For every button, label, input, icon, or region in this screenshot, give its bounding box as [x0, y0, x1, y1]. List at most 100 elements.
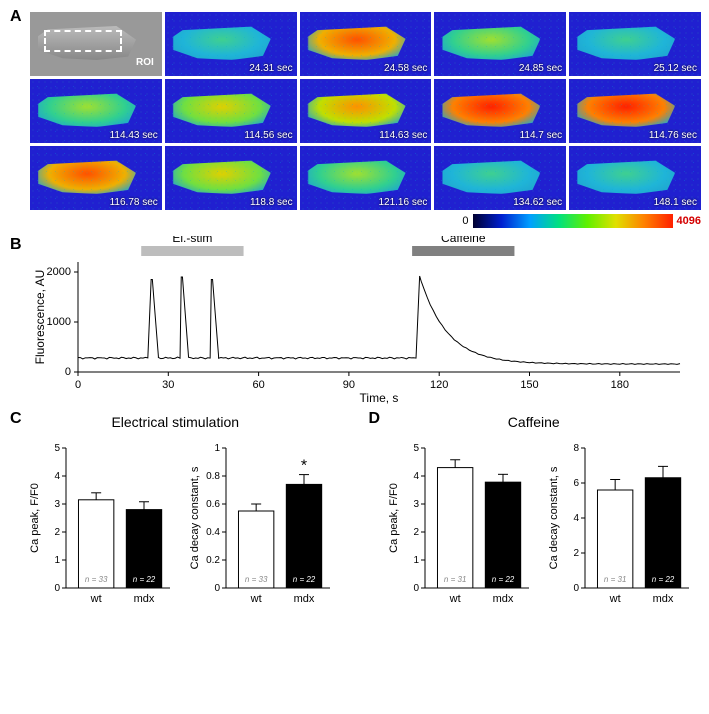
bar-xtick: wt — [90, 593, 102, 605]
ytick: 8 — [573, 443, 579, 454]
ytick: 1 — [413, 555, 419, 566]
heatmap-cell: 118.8 sec — [165, 146, 297, 210]
heatmap-timestamp: 24.31 sec — [249, 63, 292, 74]
panel-d-charts: 012345Ca peak, F/F0n = 31wtn = 22mdx0246… — [387, 434, 702, 614]
ytick: 2000 — [47, 266, 71, 278]
heatmap-timestamp: 114.43 sec — [110, 130, 158, 141]
heatmap-timestamp: 24.58 sec — [384, 63, 427, 74]
xtick: 150 — [520, 379, 538, 391]
stim-bar — [412, 246, 514, 256]
xtick: 90 — [343, 379, 355, 391]
bar — [286, 484, 321, 588]
panel-d-title: Caffeine — [367, 414, 702, 430]
bar-ylabel: Ca peak, F/F0 — [388, 483, 400, 553]
roi-cell: ROI — [30, 12, 162, 76]
panel-c: C Electrical stimulation 012345Ca peak, … — [8, 414, 343, 614]
panel-d: D Caffeine 012345Ca peak, F/F0n = 31wtn … — [367, 414, 702, 614]
bar-n: n = 22 — [491, 575, 514, 584]
ytick: 0 — [54, 583, 60, 594]
panel-c-d-row: C Electrical stimulation 012345Ca peak, … — [8, 414, 701, 614]
ytick: 4 — [573, 513, 579, 524]
ytick: 4 — [413, 471, 419, 482]
ytick: 0 — [65, 366, 71, 378]
panel-c-title: Electrical stimulation — [8, 414, 343, 430]
heatmap-cell: 114.56 sec — [165, 79, 297, 143]
ytick: 3 — [413, 499, 419, 510]
ytick: 1 — [214, 443, 220, 454]
ytick: 2 — [54, 527, 60, 538]
ytick: 2 — [413, 527, 419, 538]
ytick: 3 — [54, 499, 60, 510]
bar-n: n = 31 — [603, 575, 625, 584]
panel-b-label: B — [10, 236, 22, 254]
bar-xtick: mdx — [652, 593, 673, 605]
bar-n: n = 33 — [245, 575, 268, 584]
ylabel: Fluorescence, AU — [33, 270, 47, 365]
bar-xtick: wt — [250, 593, 262, 605]
heatmap-timestamp: 114.56 sec — [244, 130, 292, 141]
ytick: 0.8 — [206, 471, 220, 482]
ytick: 0.4 — [206, 527, 220, 538]
ytick: 6 — [573, 478, 579, 489]
heatmap-timestamp: 121.16 sec — [378, 197, 427, 208]
heatmap-cell: 114.76 sec — [569, 79, 701, 143]
bar — [437, 468, 472, 588]
xtick: 120 — [430, 379, 448, 391]
bar-chart: 012345Ca peak, F/F0n = 33wtn = 22mdx — [28, 434, 176, 614]
heatmap-timestamp: 25.12 sec — [654, 63, 697, 74]
bar — [485, 482, 520, 588]
colorbar-max: 4096 — [677, 215, 701, 227]
bar — [645, 478, 680, 588]
panel-a: A ROI 24.31 sec 24.58 sec 24.85 sec 25.12 se… — [8, 8, 701, 228]
ytick: 0 — [573, 583, 579, 594]
bar-ylabel: Ca decay constant, s — [548, 466, 560, 569]
stim-label: Caffeine — [441, 236, 486, 245]
heatmap-grid: ROI 24.31 sec 24.58 sec 24.85 sec 25.12 sec 1… — [30, 12, 701, 210]
panel-b-svg-holder: El.-stimCaffeine010002000030609012015018… — [30, 236, 701, 406]
bar-n: n = 33 — [85, 575, 108, 584]
heatmap-timestamp: 134.62 sec — [513, 197, 562, 208]
xtick: 180 — [611, 379, 629, 391]
heatmap-cell: 114.63 sec — [300, 79, 432, 143]
bar-xtick: wt — [448, 593, 460, 605]
xtick: 30 — [162, 379, 174, 391]
bar-xtick: mdx — [294, 593, 315, 605]
bar-chart: 012345Ca peak, F/F0n = 31wtn = 22mdx — [387, 434, 535, 614]
heatmap-cell: 114.43 sec — [30, 79, 162, 143]
xtick: 0 — [75, 379, 81, 391]
ytick: 1 — [54, 555, 60, 566]
bar-ylabel: Ca decay constant, s — [189, 466, 201, 569]
stim-label: El.-stim — [172, 236, 212, 245]
colorbar-min: 0 — [462, 215, 468, 227]
bar-n: n = 22 — [133, 575, 156, 584]
bar-n: n = 22 — [293, 575, 316, 584]
ytick: 2 — [573, 548, 579, 559]
ytick: 0 — [413, 583, 419, 594]
bar-n: n = 31 — [443, 575, 465, 584]
heatmap-cell: 24.85 sec — [434, 12, 566, 76]
panel-a-label: A — [10, 8, 22, 26]
heatmap-timestamp: 24.85 sec — [519, 63, 562, 74]
panel-b: B El.-stimCaffeine0100020000306090120150… — [8, 236, 701, 406]
ytick: 0.2 — [206, 555, 220, 566]
ytick: 0.6 — [206, 499, 220, 510]
trace-line — [78, 276, 680, 364]
heatmap-cell: 114.7 sec — [434, 79, 566, 143]
heatmap-timestamp: 114.7 sec — [520, 130, 563, 141]
heatmap-cell: 24.31 sec — [165, 12, 297, 76]
heatmap-timestamp: 118.8 sec — [250, 197, 293, 208]
ytick: 0 — [214, 583, 220, 594]
bar-chart: 0 0.2 0.4 0.6 0.8 1 Ca decay constant, s n = 33… — [188, 434, 336, 614]
bar — [597, 490, 632, 588]
trace-chart: El.-stimCaffeine010002000030609012015018… — [30, 236, 690, 406]
bar-n: n = 22 — [651, 575, 674, 584]
heatmap-cell: 25.12 sec — [569, 12, 701, 76]
xtick: 60 — [252, 379, 264, 391]
heatmap-cell: 134.62 sec — [434, 146, 566, 210]
bar-chart: 0 2 4 6 8 Ca decay constant, s n = 31 wt n = 22 m… — [547, 434, 695, 614]
heatmap-cell: 148.1 sec — [569, 146, 701, 210]
bar-xtick: wt — [608, 593, 620, 605]
stim-bar — [141, 246, 243, 256]
panel-c-charts: 012345Ca peak, F/F0n = 33wtn = 22mdx00.2… — [28, 434, 343, 614]
heatmap-timestamp: 116.78 sec — [110, 197, 158, 208]
